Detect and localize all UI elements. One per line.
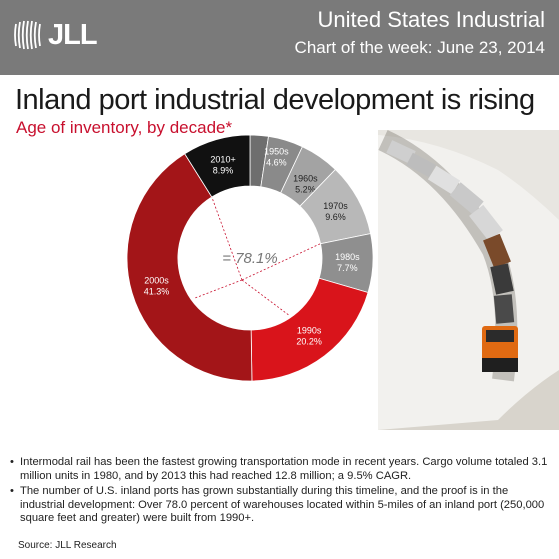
slice-label: 1950s 4.6% [264, 147, 289, 168]
slice-label: 2000s 41.3% [144, 276, 170, 297]
slice-label: 1990s 20.2% [296, 326, 322, 347]
slice-label: 2010+ 8.9% [210, 154, 235, 175]
dashed-connector-line [241, 243, 321, 281]
donut-slice-2010- [184, 134, 251, 198]
note-item: • Intermodal rail has been the fastest g… [8, 456, 553, 483]
chart-subtitle: Age of inventory, by decade* [16, 118, 233, 137]
note-text: Intermodal rail has been the fastest gro… [20, 456, 548, 482]
main-title: Inland port industrial development is ri… [15, 84, 535, 116]
slice-label: 1960s 5.2% [293, 174, 318, 195]
logo-text: JLL [48, 18, 98, 51]
source-note: Source: JLL Research [18, 540, 117, 551]
donut-chart: 1910s-1940s2.4%1950s4.6%1960s5.2%1970s9.… [126, 134, 374, 382]
header-banner: JLL United States Industrial Chart of th… [0, 0, 559, 75]
jll-logo: JLL [12, 16, 98, 54]
donut-center-label: = 78.1% [222, 250, 277, 267]
dashed-connector-line [211, 196, 243, 281]
slice-label: 1980s 7.7% [335, 252, 360, 273]
header-title: United States Industrial [317, 7, 545, 32]
note-text: The number of U.S. inland ports has grow… [20, 485, 545, 524]
train-cars [386, 140, 518, 372]
notes-list: • Intermodal rail has been the fastest g… [8, 456, 553, 528]
donut-slice-2000s [126, 153, 253, 382]
dashed-connector-line [194, 279, 243, 299]
freight-train-photo [378, 130, 559, 430]
slice-label: 1970s 9.6% [323, 201, 348, 222]
jll-logo-icon [14, 20, 41, 50]
header-subtitle: Chart of the week: June 23, 2014 [294, 38, 545, 57]
bullet-icon: • [10, 485, 14, 497]
bullet-icon: • [10, 456, 14, 468]
note-item: • The number of U.S. inland ports has gr… [8, 485, 553, 526]
dashed-connector-line [241, 279, 291, 317]
